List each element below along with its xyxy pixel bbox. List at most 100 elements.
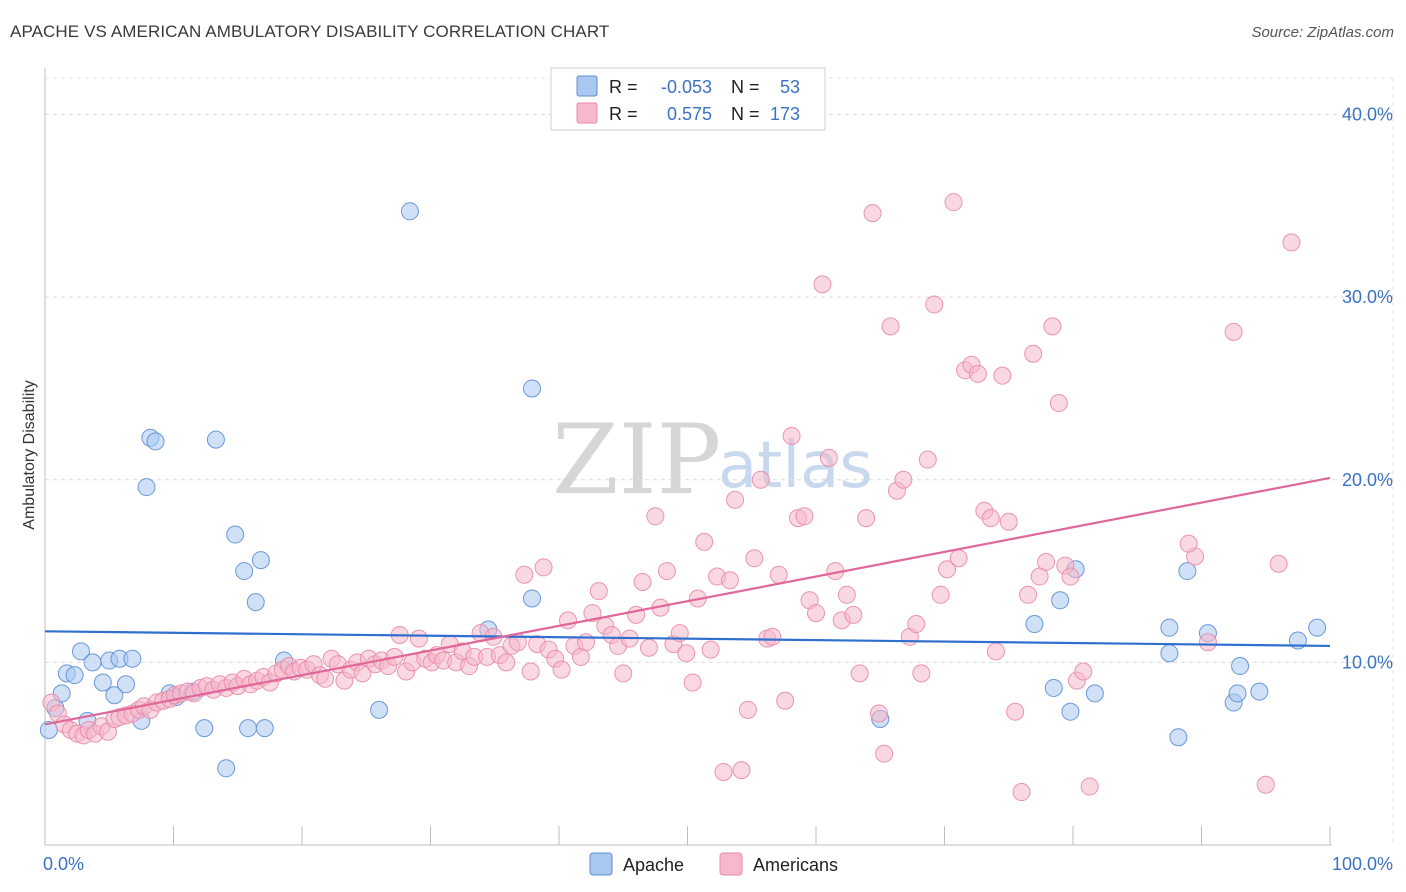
americans-point [1024, 344, 1043, 363]
apache-point [1228, 684, 1247, 703]
americans-point [633, 573, 652, 592]
americans-point [968, 364, 987, 383]
americans-point [1179, 534, 1198, 553]
americans-point [1080, 777, 1099, 796]
stats-legend-swatch-americans [576, 102, 598, 124]
y-tick-labels: 10.0% 20.0% 30.0% 40.0% [1342, 105, 1393, 673]
americans-point [695, 532, 714, 551]
americans-point [1224, 322, 1243, 341]
americans-point [714, 762, 733, 781]
americans-point [850, 664, 869, 683]
apache-point [1231, 657, 1250, 676]
x-tick-label: 0.0% [43, 854, 84, 874]
stats-legend-r-value: 0.575 [667, 104, 712, 124]
y-tick-label: 10.0% [1342, 652, 1393, 672]
americans-point [949, 549, 968, 568]
apache-point [235, 562, 254, 581]
americans-point [1037, 552, 1056, 571]
apache-point [116, 675, 135, 694]
americans-point [701, 640, 720, 659]
americans-point [614, 664, 633, 683]
stats-legend-r-value: -0.053 [661, 77, 712, 97]
trend-line-apache [44, 630, 1331, 648]
y-tick-label: 40.0% [1342, 105, 1393, 125]
apache-point [523, 589, 542, 608]
watermark-zip: ZIP [552, 404, 721, 516]
americans-point [745, 549, 764, 568]
americans-point [1012, 783, 1031, 802]
stats-legend-n-value: 53 [780, 77, 800, 97]
americans-point [738, 700, 757, 719]
legend-swatch-apache [589, 852, 613, 876]
americans-point [894, 470, 913, 489]
americans-point [857, 509, 876, 528]
stats-legend-n-label: N = [731, 77, 760, 97]
apache-point [370, 700, 389, 719]
americans-point [726, 490, 745, 509]
americans-point [925, 295, 944, 314]
x-tick-labels: 0.0% 100.0% [43, 854, 1393, 874]
americans-point [776, 691, 795, 710]
legend-label-apache: Apache [623, 855, 684, 875]
americans-point [657, 562, 676, 581]
americans-point [1282, 233, 1301, 252]
americans-point [1049, 394, 1068, 413]
apache-point [105, 686, 124, 705]
apache-point [146, 432, 165, 451]
apache-point [195, 719, 214, 738]
apache-point [83, 653, 102, 672]
americans-point [981, 509, 1000, 528]
americans-point [944, 193, 963, 212]
axes [44, 68, 1332, 846]
americans-point [938, 560, 957, 579]
americans-point [583, 604, 602, 623]
americans-point [552, 660, 571, 679]
apache-point [400, 202, 419, 221]
watermark: ZIP atlas [552, 404, 873, 516]
bottom-legend: Apache Americans [589, 852, 838, 876]
y-axis-label: Ambulatory Disability [21, 380, 38, 529]
americans-point [769, 565, 788, 584]
americans-point [844, 605, 863, 624]
trend-lines [44, 476, 1331, 726]
stats-legend-n-value: 173 [770, 104, 800, 124]
americans-point [837, 585, 856, 604]
americans-point [813, 275, 832, 294]
americans-point [931, 585, 950, 604]
apache-point [1085, 684, 1104, 703]
apache-point [1160, 618, 1179, 637]
americans-point [646, 507, 665, 526]
stats-legend-r-label: R = [609, 77, 638, 97]
apache-point [523, 379, 542, 398]
americans-point [1074, 662, 1093, 681]
apache-point [206, 430, 225, 449]
americans-point [521, 662, 540, 681]
americans-point [497, 653, 516, 672]
y-tick-label: 30.0% [1342, 287, 1393, 307]
trend-line-americans [44, 476, 1331, 726]
americans-point [986, 642, 1005, 661]
series-apache-points [39, 202, 1327, 778]
americans-point [409, 629, 428, 648]
americans-point [639, 638, 658, 657]
y-tick-label: 20.0% [1342, 470, 1393, 490]
stats-legend: R = -0.053 N = 53 R = 0.575 N = 173 [550, 67, 826, 131]
apache-point [246, 593, 265, 612]
apache-point [1178, 562, 1197, 581]
chart-title: APACHE VS AMERICAN AMBULATORY DISABILITY… [10, 22, 610, 41]
americans-point [1198, 633, 1217, 652]
source-credit: Source: ZipAtlas.com [1251, 24, 1394, 41]
americans-point [819, 448, 838, 467]
apache-point [255, 719, 274, 738]
apache-point [123, 649, 142, 668]
americans-point [912, 664, 931, 683]
americans-point [993, 366, 1012, 385]
americans-point [589, 582, 608, 601]
americans-point [875, 744, 894, 763]
apache-point [1051, 591, 1070, 610]
x-tick-label: 100.0% [1332, 854, 1393, 874]
apache-point [137, 478, 156, 497]
apache-point [1061, 702, 1080, 721]
americans-point [763, 627, 782, 646]
